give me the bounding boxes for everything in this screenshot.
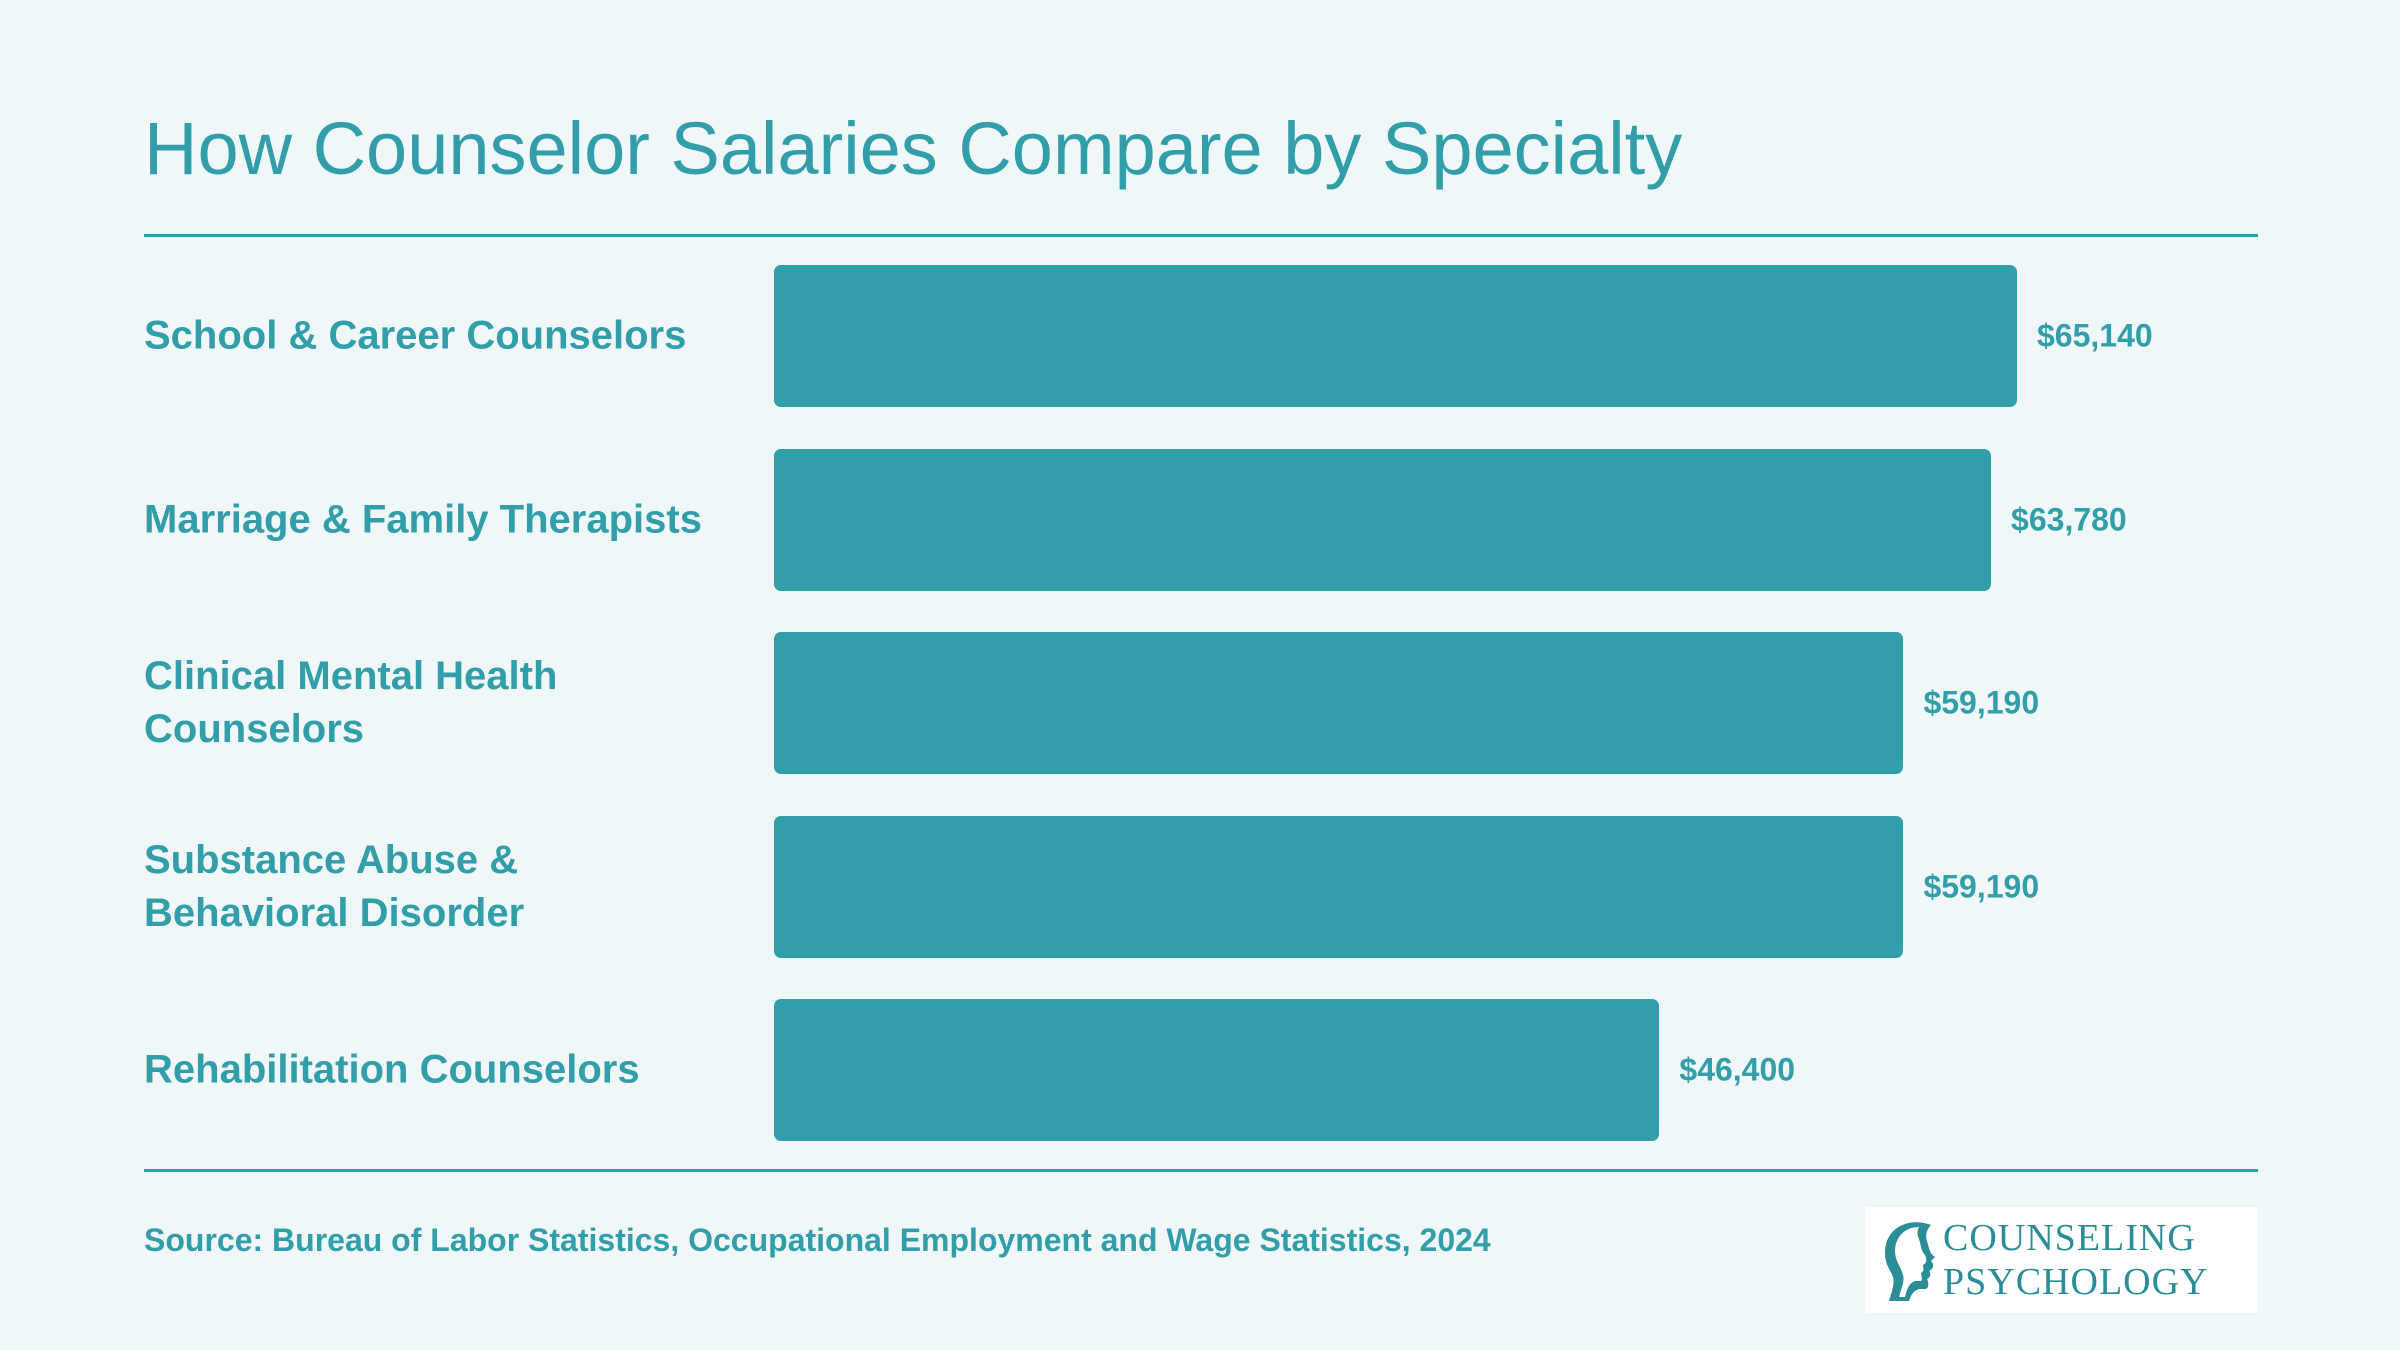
- head-profile-icon: [1885, 1222, 1935, 1301]
- category-label: School & Career Counselors: [144, 313, 687, 358]
- bar: [774, 815, 1904, 958]
- category-label: Marriage & Family Therapists: [144, 497, 702, 541]
- bottom-divider: [144, 1169, 2258, 1172]
- value-label: $65,140: [2037, 317, 2153, 354]
- chart-title: How Counselor Salaries Compare by Specia…: [144, 107, 1683, 190]
- bar: [774, 448, 1992, 591]
- category-label: Clinical Mental Health Counselors: [144, 654, 558, 751]
- source-note: Source: Bureau of Labor Statistics, Occu…: [144, 1222, 1491, 1258]
- value-label: $59,190: [1923, 868, 2040, 904]
- logo-line-1: COUNSELING: [1943, 1217, 2196, 1259]
- bar: [774, 632, 1904, 774]
- top-divider: [144, 234, 2258, 237]
- value-label: $46,400: [1679, 1051, 1796, 1088]
- counseling-psychology-logo: COUNSELING PSYCHOLOGY: [1865, 1207, 2257, 1313]
- value-label: $59,190: [1923, 684, 2040, 721]
- bar: [774, 999, 1660, 1141]
- category-label: Rehabilitation Counselors: [144, 1047, 640, 1092]
- logo-line-2: PSYCHOLOGY: [1943, 1261, 2209, 1303]
- category-label: Substance Abuse & Behavioral Disorder: [144, 837, 525, 935]
- bar: [774, 265, 2017, 407]
- value-label: $63,780: [2011, 501, 2127, 537]
